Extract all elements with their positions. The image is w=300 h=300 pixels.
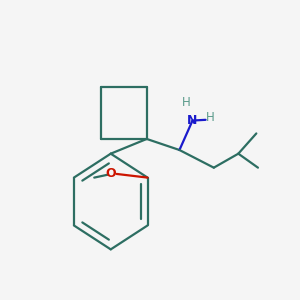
Text: O: O [105, 167, 116, 180]
Text: H: H [206, 111, 215, 124]
Text: H: H [182, 96, 190, 110]
Text: N: N [187, 114, 198, 127]
